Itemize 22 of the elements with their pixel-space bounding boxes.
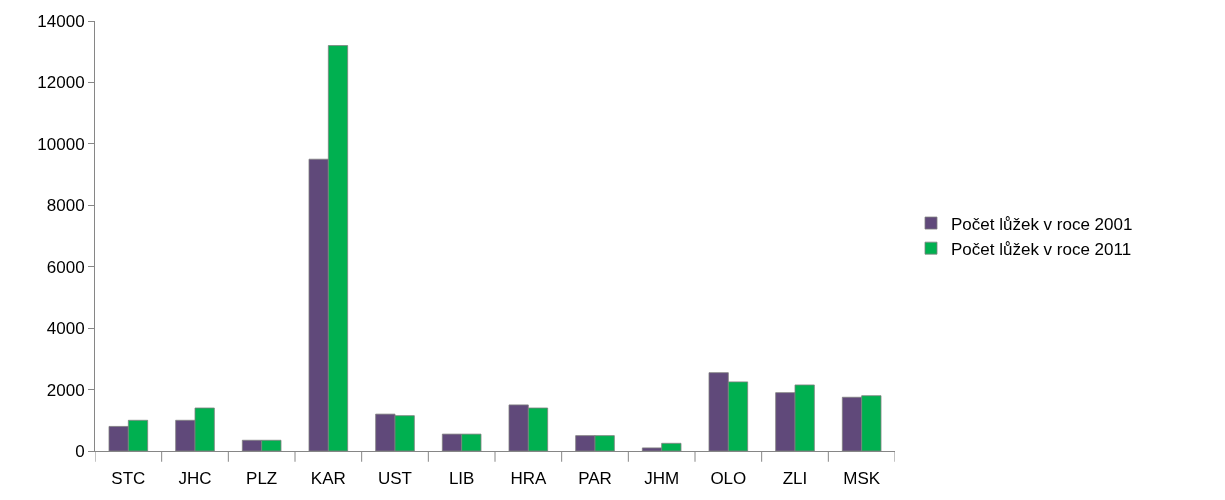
x-tick-label: ZLI [782, 469, 808, 489]
y-tick-label: 0 [75, 441, 85, 461]
x-tick-label: OLO [710, 469, 747, 489]
x-tick-label: LIB [448, 469, 475, 489]
y-tick-label: 2000 [46, 380, 85, 400]
y-tick-label: 6000 [46, 257, 85, 277]
x-tick-label: STC [111, 469, 146, 489]
y-tick-label: 4000 [46, 319, 85, 339]
legend-label: Počet lůžek v roce 2011 [951, 239, 1132, 259]
x-tick-label: KAR [310, 469, 346, 489]
x-tick-label: MSK [843, 469, 881, 489]
x-tick-label: PAR [578, 469, 612, 489]
legend-label: Počet lůžek v roce 2001 [951, 214, 1133, 234]
y-tick-label: 8000 [46, 196, 85, 216]
x-tick-label: JHC [178, 469, 212, 489]
y-tick-label: 12000 [37, 73, 85, 93]
x-tick-label: UST [378, 469, 412, 489]
x-tick-label: JHM [644, 469, 680, 489]
x-tick-label: HRA [510, 469, 547, 489]
y-tick-label: 10000 [37, 134, 85, 154]
y-tick-label: 14000 [37, 11, 85, 31]
x-tick-label: PLZ [246, 469, 278, 489]
